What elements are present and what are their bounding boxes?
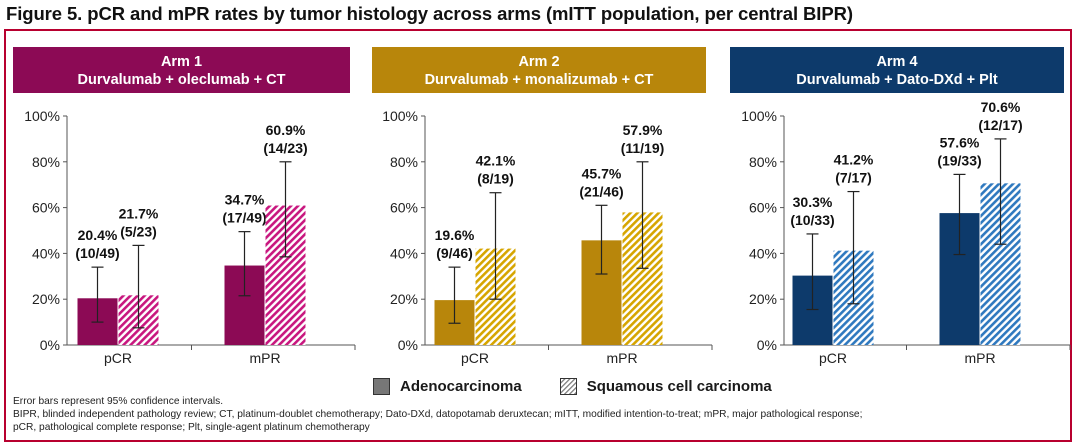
arm1-data-label-pct: 60.9%: [266, 122, 306, 138]
arm4-data-label-pct: 70.6%: [981, 99, 1021, 115]
arm1-y-tick-label: 100%: [24, 108, 60, 124]
arm4-data-label-n: (12/17): [978, 117, 1022, 133]
arm4-category-label: pCR: [819, 350, 847, 366]
arm1-category-label: pCR: [104, 350, 132, 366]
arm4-data-label-n: (10/33): [790, 212, 834, 228]
arm4-data-label-pct: 57.6%: [940, 134, 980, 150]
arm2-y-tick-label: 40%: [390, 245, 418, 261]
legend-swatch-solid: [373, 378, 390, 395]
arm2-data-label-n: (21/46): [579, 183, 623, 199]
arm2-data-label-n: (8/19): [477, 171, 514, 187]
arm2-data-label-pct: 19.6%: [435, 227, 475, 243]
legend: Adenocarcinoma Squamous cell carcinoma: [373, 378, 810, 395]
footnote-abbreviations-1: BIPR, blinded independent pathology revi…: [13, 409, 863, 421]
arm4-y-tick-label: 60%: [749, 200, 777, 216]
arm2-y-tick-label: 0%: [398, 337, 418, 353]
arm2-data-label-pct: 42.1%: [476, 153, 516, 169]
arm4-data-label-pct: 41.2%: [834, 152, 874, 168]
arm1-data-label-pct: 21.7%: [119, 205, 159, 221]
footnotes: Error bars represent 95% confidence inte…: [13, 395, 862, 435]
legend-swatch-hatched: [559, 378, 577, 395]
arm1-category-label: mPR: [249, 350, 280, 366]
arm1-header: [13, 47, 350, 93]
arm1-data-label-n: (14/23): [263, 140, 307, 156]
footnote-abbreviations-2: pCR, pathological complete response; Plt…: [13, 422, 370, 434]
arm1-y-tick-label: 80%: [32, 154, 60, 170]
arm1-header-title: Arm 1: [161, 54, 202, 70]
arm2-header-title: Arm 2: [518, 54, 559, 70]
arm1-data-label-n: (5/23): [120, 223, 157, 239]
arm4-y-tick-label: 20%: [749, 291, 777, 307]
arm2-data-label-n: (11/19): [621, 140, 665, 156]
arm2-data-label-pct: 57.9%: [623, 122, 663, 138]
figure-frame: [4, 29, 1072, 442]
arm4-category-label: mPR: [964, 350, 995, 366]
arm4-y-tick-label: 100%: [741, 108, 777, 124]
arm4-y-tick-label: 80%: [749, 154, 777, 170]
arm1-data-label-pct: 20.4%: [78, 227, 118, 243]
legend-item-squamous: Squamous cell carcinoma: [559, 378, 772, 395]
arm2-y-tick-label: 100%: [382, 108, 418, 124]
figure-title: Figure 5. pCR and mPR rates by tumor his…: [6, 3, 853, 24]
arm2-y-tick-label: 20%: [390, 291, 418, 307]
arm2-header-subtitle: Durvalumab + monalizumab + CT: [425, 72, 654, 88]
arm1-header-subtitle: Durvalumab + oleclumab + CT: [78, 72, 286, 88]
arm2-y-tick-label: 60%: [390, 200, 418, 216]
arm4-data-label-n: (19/33): [937, 152, 981, 168]
legend-item-adenocarcinoma: Adenocarcinoma: [373, 378, 522, 395]
arm1-data-label-n: (10/49): [75, 245, 119, 261]
arm1-y-tick-label: 40%: [32, 245, 60, 261]
arm2-data-label-n: (9/46): [436, 245, 473, 261]
legend-label-adenocarcinoma: Adenocarcinoma: [400, 378, 522, 395]
arm2-category-label: pCR: [461, 350, 489, 366]
arm1-data-label-n: (17/49): [222, 210, 266, 226]
legend-label-squamous: Squamous cell carcinoma: [586, 378, 772, 395]
arm2-header: [372, 47, 706, 93]
arm2-y-tick-label: 80%: [390, 154, 418, 170]
arm4-header-subtitle: Durvalumab + Dato-DXd + Plt: [796, 72, 998, 88]
arm2-data-label-pct: 45.7%: [582, 165, 622, 181]
arm4-header-title: Arm 4: [876, 54, 917, 70]
arm1-y-tick-label: 0%: [40, 337, 60, 353]
arm4-data-label-n: (7/17): [835, 170, 872, 186]
arm1-y-tick-label: 60%: [32, 200, 60, 216]
footnote-error-bars: Error bars represent 95% confidence inte…: [13, 396, 224, 407]
arm1-data-label-pct: 34.7%: [225, 192, 265, 208]
arm4-data-label-pct: 30.3%: [793, 194, 833, 210]
arm4-y-tick-label: 0%: [757, 337, 777, 353]
arm4-header: [730, 47, 1064, 93]
arm1-y-tick-label: 20%: [32, 291, 60, 307]
arm2-category-label: mPR: [606, 350, 637, 366]
arm4-y-tick-label: 40%: [749, 245, 777, 261]
